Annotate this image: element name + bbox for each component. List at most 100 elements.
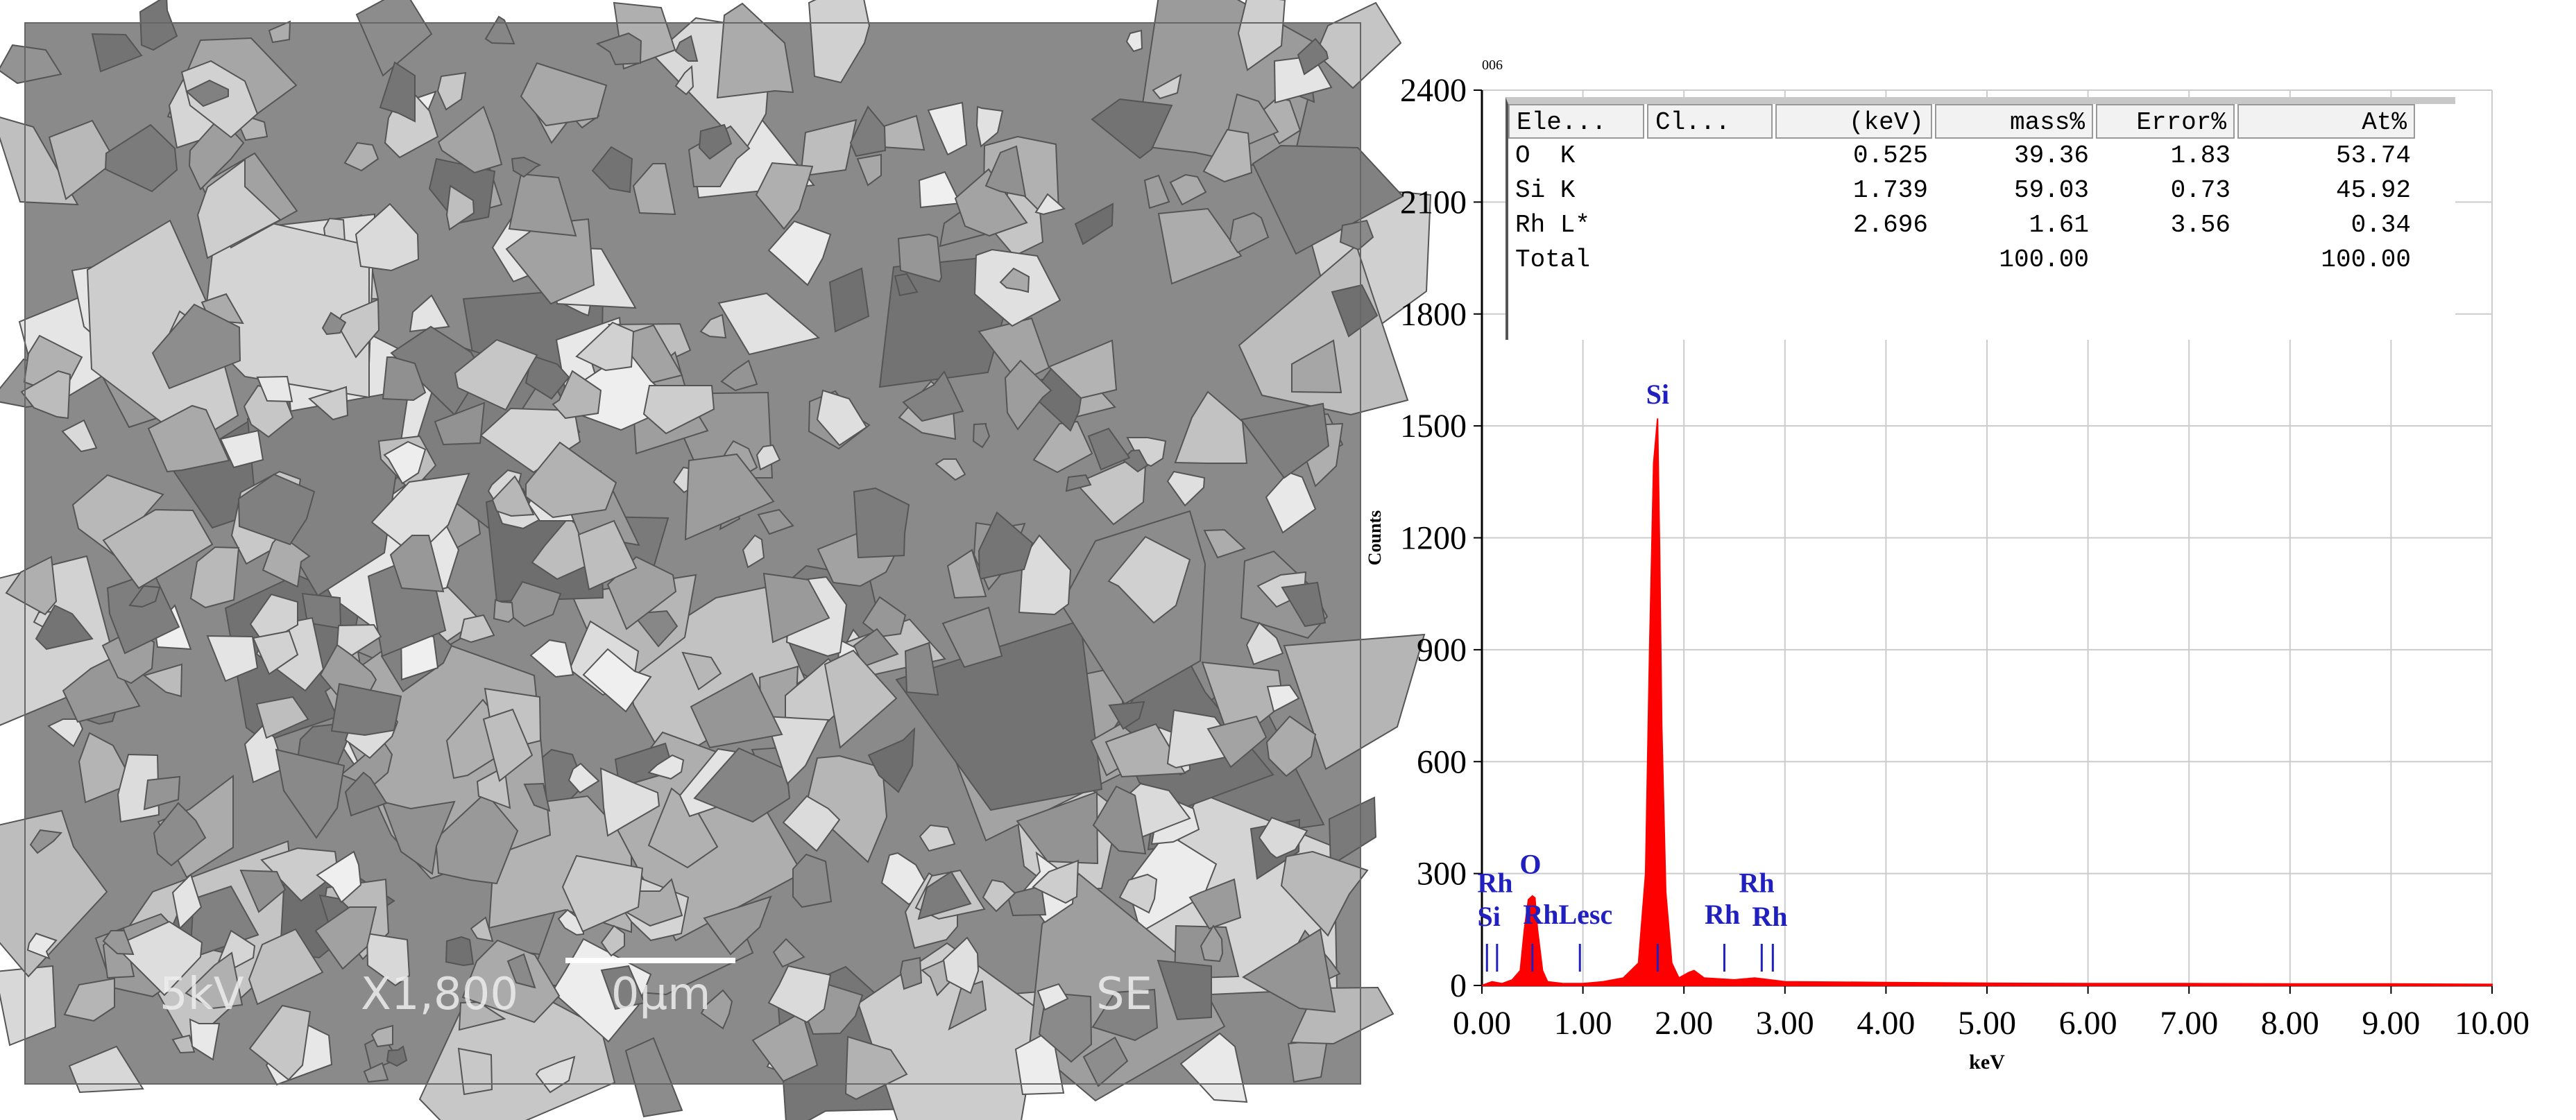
sem-texture (591, 146, 633, 193)
table-cell: 100.00 (1999, 245, 2089, 274)
y-tick-label: 2100 (1400, 184, 1467, 221)
table-cell: 0.34 (2351, 211, 2411, 239)
sem-texture (1203, 528, 1246, 559)
sem-texture (703, 895, 772, 956)
sem-texture (717, 292, 821, 356)
sem-texture (767, 220, 832, 286)
sem-texture (684, 453, 775, 541)
sem-texture (577, 519, 638, 591)
sem-texture (1152, 74, 1182, 100)
sem-texture (504, 580, 562, 628)
sem-texture (102, 508, 214, 589)
sem-texture (897, 233, 943, 283)
sem-texture (379, 61, 416, 123)
sem-texture (409, 294, 450, 333)
sem-texture (106, 571, 180, 655)
table-cell: 45.92 (2335, 176, 2411, 205)
sem-texture (206, 635, 259, 682)
sem-texture (954, 168, 1028, 237)
sem-texture (867, 727, 916, 793)
sem-texture (1179, 1032, 1248, 1103)
table-row: Si K 1.739 59.03 0.73 45.92 (1508, 173, 2455, 208)
sem-texture (1287, 1038, 1329, 1083)
sem-texture (78, 732, 135, 804)
sem-texture (647, 754, 685, 780)
sem-texture (1032, 420, 1093, 474)
sem-texture (1004, 359, 1052, 431)
sem-texture (491, 475, 535, 517)
sem-texture (5, 555, 58, 616)
sem-texture (256, 375, 293, 403)
sem-texture (343, 141, 379, 172)
sem-texture (853, 487, 910, 559)
sem-texture (720, 359, 758, 392)
table-row: O K 0.525 39.36 1.83 53.74 (1508, 139, 2455, 173)
sem-texture (330, 682, 402, 736)
table-cell: O K (1515, 141, 1576, 170)
sem-texture (1206, 715, 1268, 768)
sem-texture (20, 370, 71, 420)
sem-texture (568, 762, 600, 794)
sem-texture (0, 809, 108, 978)
sem-texture (772, 938, 805, 968)
sem-texture (700, 989, 733, 1030)
sem-texture (260, 847, 339, 902)
sem-texture (143, 775, 181, 811)
header-cell: mass% (1935, 104, 2093, 139)
sem-texture (355, 0, 433, 77)
sem-texture (816, 389, 868, 447)
sem-texture (946, 549, 987, 599)
sem-texture (386, 1045, 408, 1067)
peak-label: RhLesc (1523, 899, 1612, 930)
sem-frame (24, 22, 1361, 1085)
table-cell: 100.00 (2321, 245, 2411, 274)
sem-texture (370, 1024, 393, 1048)
sem-texture (104, 123, 178, 193)
sem-texture (48, 119, 117, 200)
sem-texture (1157, 207, 1243, 285)
sem-texture (849, 105, 887, 157)
sem-texture (484, 15, 515, 45)
peak-label: Rh (1739, 868, 1774, 899)
table-cell: 1.739 (1852, 176, 1928, 205)
sem-texture (1238, 244, 1409, 416)
sem-texture (1107, 535, 1191, 624)
sem-texture (383, 440, 427, 485)
corner-label: 006 (1482, 58, 1503, 73)
sem-texture (935, 458, 966, 481)
sem-label: SE (1096, 969, 1152, 1020)
x-tick-label: 7.00 (2160, 1005, 2218, 1042)
sem-texture (1014, 1028, 1065, 1096)
peak-label: Si (1646, 379, 1669, 410)
sem-texture (1082, 1036, 1129, 1087)
sem-texture (237, 473, 316, 546)
table-row: Rh L* 2.696 1.61 3.56 0.34 (1508, 208, 2455, 243)
sem-texture (454, 338, 538, 411)
sem-texture (268, 20, 291, 44)
sem-texture (1108, 700, 1145, 730)
sem-texture (1125, 29, 1143, 53)
sem-texture (674, 64, 694, 96)
peak-label: Rh (1705, 899, 1740, 930)
header-cell: At% (2237, 104, 2415, 139)
table-cell (1775, 243, 1935, 277)
x-axis-label: keV (1969, 1051, 2005, 1074)
sem-texture (674, 35, 699, 62)
x-tick-label: 6.00 (2059, 1005, 2117, 1042)
sem-texture (91, 33, 143, 73)
sem-texture (716, 2, 794, 99)
sem-texture (171, 1034, 196, 1054)
sem-texture (575, 321, 635, 372)
sem-texture (742, 534, 765, 569)
header-cell: (keV) (1775, 104, 1932, 139)
sem-texture (895, 619, 1103, 811)
table-row: Total 100.00 100.00 (1508, 243, 2455, 277)
sem-texture (1297, 37, 1329, 76)
sem-texture (690, 672, 783, 749)
sem-texture (314, 906, 377, 970)
sem-label: 5kV (160, 969, 244, 1020)
sem-texture (1273, 55, 1333, 104)
sem-texture (551, 938, 652, 1043)
sem-texture (918, 171, 962, 209)
x-tick-label: 4.00 (1857, 1005, 1915, 1042)
